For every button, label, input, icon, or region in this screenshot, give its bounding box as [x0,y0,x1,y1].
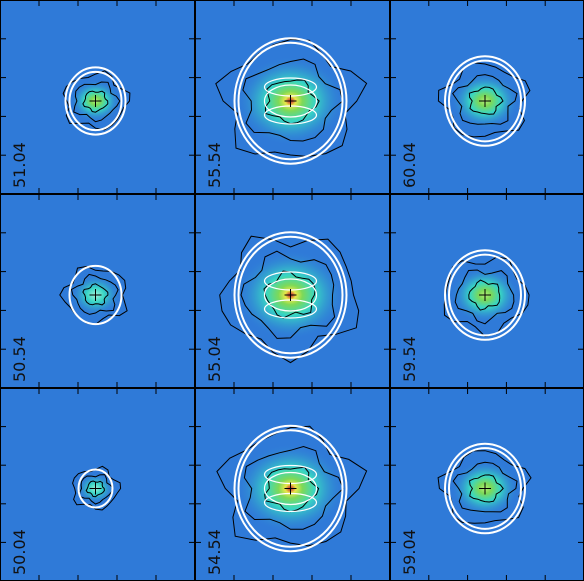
panel-label: 55.54 [205,142,224,188]
image-panel: 50.04 [0,388,195,581]
image-panel: 51.04 [0,0,195,194]
panel-label: 50.04 [10,529,29,575]
panel-image [195,194,390,388]
panel-divider [0,387,584,389]
panel-divider [194,0,196,581]
image-panel: 55.04 [195,194,390,388]
panel-label: 51.04 [10,142,29,188]
panel-label: 59.54 [400,336,419,382]
image-panel: 59.54 [390,194,584,388]
image-panel: 54.54 [195,388,390,581]
panel-image [0,194,195,388]
panel-label: 50.54 [10,336,29,382]
image-panel: 55.54 [195,0,390,194]
panel-label: 59.04 [400,529,419,575]
panel-label: 55.04 [205,336,224,382]
panel-label: 60.04 [400,142,419,188]
panel-image [390,0,584,194]
image-panel: 60.04 [390,0,584,194]
panel-image [0,0,195,194]
panel-image [195,388,390,581]
image-panel: 59.04 [390,388,584,581]
panel-image [0,388,195,581]
panel-divider [0,193,584,195]
panel-divider [389,0,391,581]
panel-image [195,0,390,194]
image-panel: 50.54 [0,194,195,388]
panel-label: 54.54 [205,529,224,575]
panel-image [390,388,584,581]
panel-image [390,194,584,388]
